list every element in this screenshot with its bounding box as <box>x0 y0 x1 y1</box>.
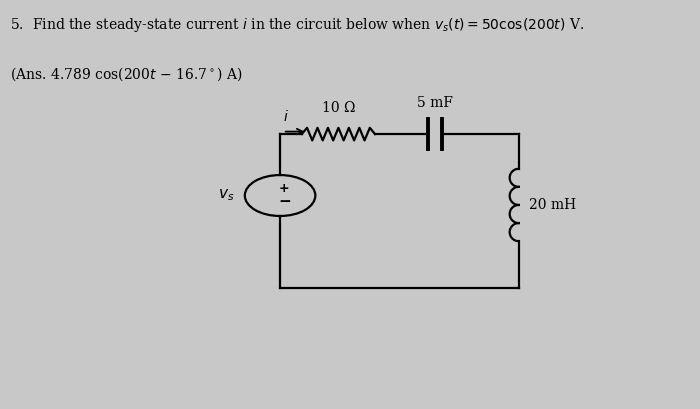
Text: 20 mH: 20 mH <box>528 198 575 212</box>
Text: +: + <box>279 182 290 195</box>
Text: −: − <box>278 194 290 209</box>
Text: (Ans. 4.789 cos(200$t$ $-$ 16.7$^\circ$) A): (Ans. 4.789 cos(200$t$ $-$ 16.7$^\circ$)… <box>10 65 243 83</box>
Text: $v_s$: $v_s$ <box>218 188 234 203</box>
Text: 5.  Find the steady-state current $i$ in the circuit below when $v_s(t) = 50\cos: 5. Find the steady-state current $i$ in … <box>10 16 584 34</box>
Text: 10 Ω: 10 Ω <box>322 101 355 115</box>
Text: 5 mF: 5 mF <box>416 97 453 110</box>
Text: $i$: $i$ <box>283 109 288 124</box>
